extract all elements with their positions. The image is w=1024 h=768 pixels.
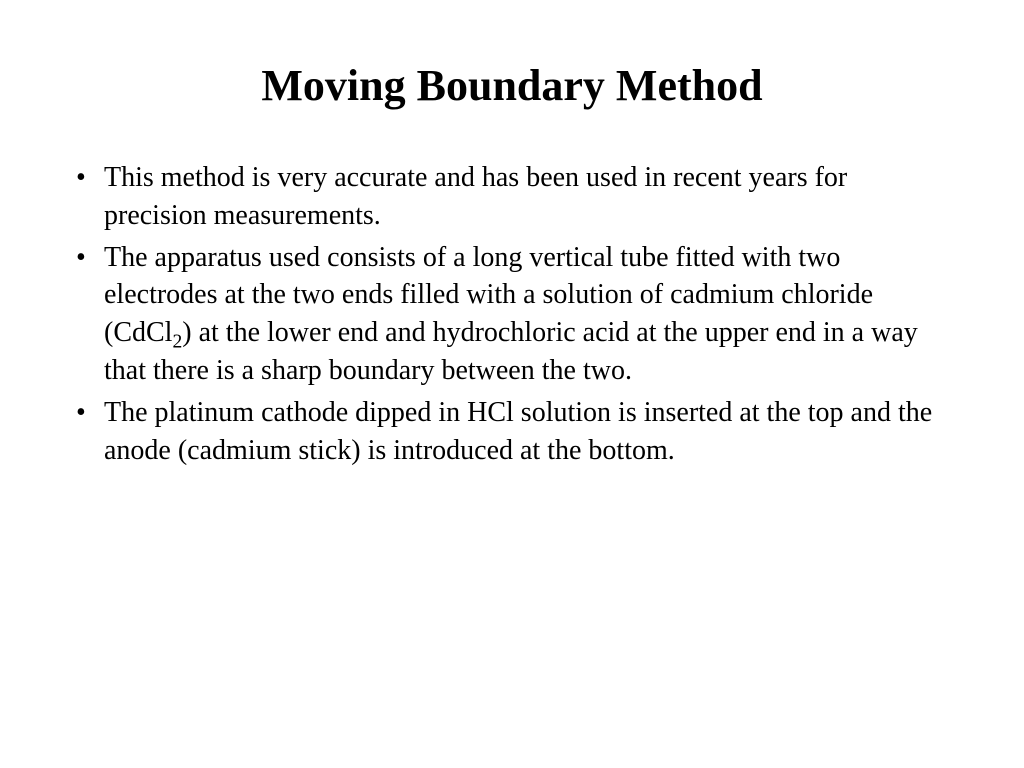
- slide: Moving Boundary Method This method is ve…: [0, 0, 1024, 768]
- slide-title: Moving Boundary Method: [70, 60, 954, 111]
- bullet-text: This method is very accurate and has bee…: [104, 162, 847, 231]
- list-item: This method is very accurate and has bee…: [70, 159, 954, 235]
- list-item: The platinum cathode dipped in HCl solut…: [70, 394, 954, 470]
- subscript: 2: [172, 332, 182, 353]
- bullet-list: This method is very accurate and has bee…: [70, 159, 954, 469]
- bullet-text: The platinum cathode dipped in HCl solut…: [104, 397, 932, 466]
- bullet-text-after: ) at the lower end and hydrochloric acid…: [104, 317, 918, 386]
- list-item: The apparatus used consists of a long ve…: [70, 239, 954, 390]
